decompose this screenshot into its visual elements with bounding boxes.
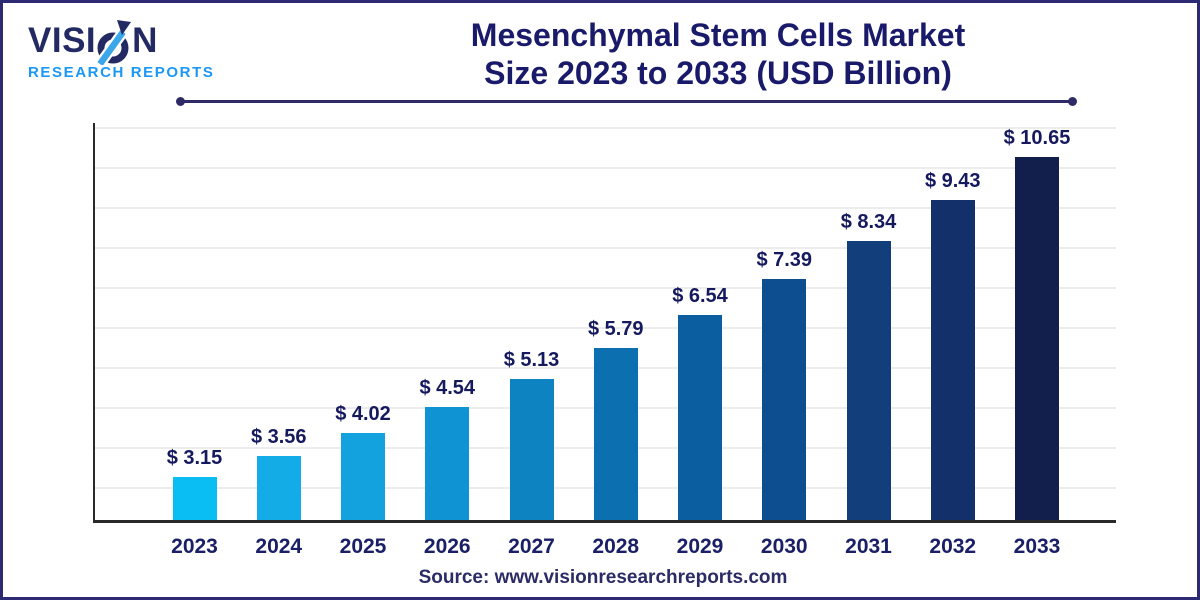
chart-title-line2: Size 2023 to 2033 (USD Billion) <box>484 55 952 91</box>
bar-value-label: $ 8.34 <box>840 211 897 233</box>
bar-2027 <box>509 379 554 520</box>
bar-2023 <box>172 477 217 520</box>
bar-value-label: $ 4.54 <box>419 377 476 399</box>
plot-area: $ 3.15 2023 $ 3.56 2024 $ 4.02 2025 $ 4.54 2026… <box>93 123 1116 558</box>
bar-2024 <box>256 456 301 520</box>
brand-logo: VISI N RESEARCH REPORTS <box>28 19 228 81</box>
chart-title: Mesenchymal Stem Cells Market Size 2023 … <box>333 16 1103 92</box>
x-tick-label: 2028 <box>592 535 640 558</box>
chart-title-line1: Mesenchymal Stem Cells Market <box>470 17 966 53</box>
bar-value-label: $ 4.02 <box>335 403 391 425</box>
brand-wordmark: VISI N <box>28 19 228 68</box>
bar-2032 <box>930 200 975 520</box>
x-tick-label: 2025 <box>339 535 387 558</box>
bar-value-label: $ 3.56 <box>250 426 307 448</box>
gridline <box>95 207 1116 209</box>
bar-value-label: $ 5.13 <box>503 349 560 371</box>
gridline <box>95 247 1116 249</box>
x-tick-label: 2031 <box>845 535 892 558</box>
bar-2030 <box>762 279 807 520</box>
x-tick-label: 2033 <box>1013 535 1061 558</box>
x-tick-label: 2032 <box>929 535 977 558</box>
bar-value-label: $ 6.54 <box>672 285 728 307</box>
gridline <box>95 287 1116 289</box>
bar-2028 <box>593 348 638 520</box>
gridline <box>95 127 1116 129</box>
x-tick-label: 2027 <box>508 535 555 558</box>
x-tick-label: 2029 <box>676 535 724 558</box>
x-tick-label: 2030 <box>760 535 808 558</box>
bar-2026 <box>425 407 470 520</box>
bar-2033 <box>1015 157 1059 520</box>
bar-value-label: $ 10.65 <box>1003 127 1071 149</box>
x-tick-label: 2024 <box>255 535 303 558</box>
source-link[interactable]: Source: www.visionresearchreports.com <box>418 567 788 588</box>
bar-2025 <box>341 433 385 520</box>
brand-word-start: VISI <box>28 21 97 60</box>
brand-word-end: N <box>132 21 158 60</box>
title-divider-line <box>176 97 1077 106</box>
brand-subtitle: RESEARCH REPORTS <box>28 64 215 81</box>
x-tick-label: 2023 <box>171 535 218 558</box>
bar-2031 <box>846 241 891 520</box>
bar-value-label: $ 9.43 <box>924 170 981 192</box>
bar-2029 <box>678 315 722 520</box>
bar-value-label: $ 7.39 <box>756 249 813 271</box>
bar-value-label: $ 5.79 <box>587 318 644 340</box>
drop-arrow-logo-icon <box>95 19 132 68</box>
gridline <box>95 327 1116 329</box>
gridline <box>95 167 1116 169</box>
x-tick-label: 2026 <box>423 535 471 558</box>
bar-value-label: $ 3.15 <box>166 447 223 469</box>
